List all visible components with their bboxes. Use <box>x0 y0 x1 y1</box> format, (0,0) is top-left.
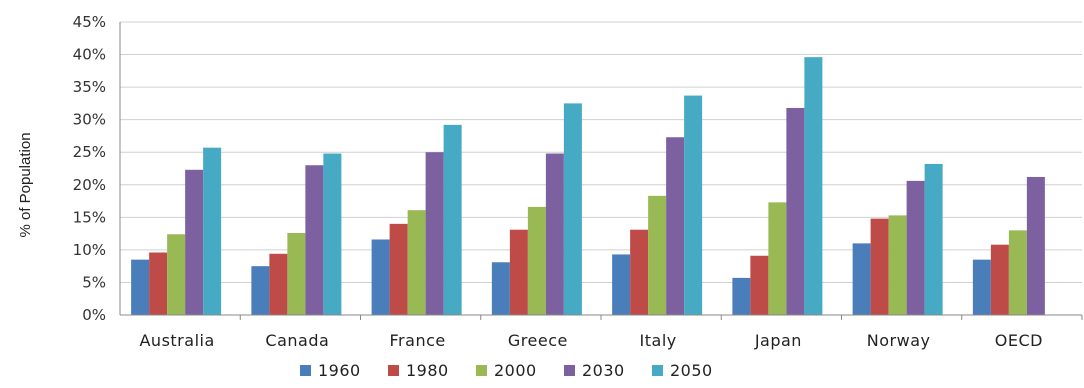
bar-canada-2050 <box>323 153 342 315</box>
bar-norway-1980 <box>870 218 889 315</box>
bar-japan-1980 <box>750 255 769 315</box>
bar-france-1980 <box>389 223 408 315</box>
y-tick-label: 30% <box>73 111 106 129</box>
bar-oecd-1960 <box>972 259 991 315</box>
y-axis-title: % of Population <box>17 132 34 237</box>
legend-label: 2030 <box>582 361 625 380</box>
bar-canada-2000 <box>287 232 306 315</box>
y-tick-label: 35% <box>73 78 106 96</box>
bar-italy-2000 <box>648 195 667 315</box>
legend-swatch <box>652 365 663 376</box>
legend-swatch <box>564 365 575 376</box>
y-tick-label: 10% <box>73 241 106 259</box>
x-category-label: Greece <box>508 331 568 350</box>
legend-swatch <box>388 365 399 376</box>
legend-label: 1980 <box>406 361 449 380</box>
bar-italy-1980 <box>630 229 649 315</box>
legend-label: 2000 <box>494 361 537 380</box>
y-tick-label: 0% <box>82 306 106 324</box>
bar-australia-1960 <box>131 259 150 315</box>
bar-japan-2000 <box>768 202 787 315</box>
bar-italy-1960 <box>612 254 631 315</box>
bar-oecd-1980 <box>990 244 1009 315</box>
x-category-label: OECD <box>995 331 1043 350</box>
bar-japan-2030 <box>786 107 805 316</box>
bar-norway-1960 <box>852 243 871 315</box>
x-axis-category-labels: Australia Canada France Greece Italy Japan Nor… <box>139 331 1042 350</box>
bar-italy-2030 <box>666 137 685 315</box>
y-axis-tick-labels: 0% 5% 10% 15% 20% 25% 30% 35% 40% 45% <box>73 13 106 324</box>
bar-france-1960 <box>371 239 390 315</box>
bar-greece-2050 <box>563 103 582 315</box>
gridlines <box>120 21 1082 283</box>
bar-canada-1960 <box>251 266 270 315</box>
bar-norway-2050 <box>924 163 943 315</box>
y-tick-label: 15% <box>73 208 106 226</box>
bar-italy-2050 <box>684 95 703 315</box>
legend-label: 2050 <box>670 361 713 380</box>
bar-greece-1960 <box>491 262 510 315</box>
bar-japan-1960 <box>732 277 751 315</box>
bar-oecd-2000 <box>1008 230 1027 315</box>
x-category-label: Norway <box>867 331 931 350</box>
bar-norway-2000 <box>888 215 907 315</box>
axes <box>119 22 1083 320</box>
y-tick-label: 40% <box>73 46 106 64</box>
y-tick-label: 25% <box>73 143 106 161</box>
x-category-label: France <box>390 331 446 350</box>
legend-swatch <box>300 365 311 376</box>
bar-australia-1980 <box>149 252 168 315</box>
bar-australia-2000 <box>167 234 186 315</box>
y-tick-label: 5% <box>82 273 106 291</box>
bar-france-2000 <box>407 210 426 315</box>
x-category-label: Canada <box>265 331 329 350</box>
y-tick-label: 20% <box>73 176 106 194</box>
x-category-label: Australia <box>139 331 214 350</box>
bar-australia-2030 <box>185 169 204 315</box>
legend-swatch <box>476 365 487 376</box>
bar-greece-1980 <box>509 229 528 315</box>
x-category-label: Italy <box>640 331 677 350</box>
bar-france-2030 <box>425 152 444 315</box>
bar-oecd-2030 <box>1026 176 1045 315</box>
bars <box>131 57 1045 316</box>
bar-france-2050 <box>443 124 462 316</box>
bar-japan-2050 <box>804 57 823 315</box>
legend: 1960 1980 2000 2030 2050 <box>300 361 713 380</box>
bar-canada-1980 <box>269 253 288 315</box>
bar-canada-2030 <box>305 165 324 315</box>
bar-greece-2030 <box>545 153 564 315</box>
y-tick-label: 45% <box>73 13 106 31</box>
bar-norway-2030 <box>906 180 925 315</box>
legend-label: 1960 <box>318 361 361 380</box>
x-category-label: Japan <box>754 331 802 350</box>
bar-greece-2000 <box>527 206 546 315</box>
bar-australia-2050 <box>203 147 222 315</box>
